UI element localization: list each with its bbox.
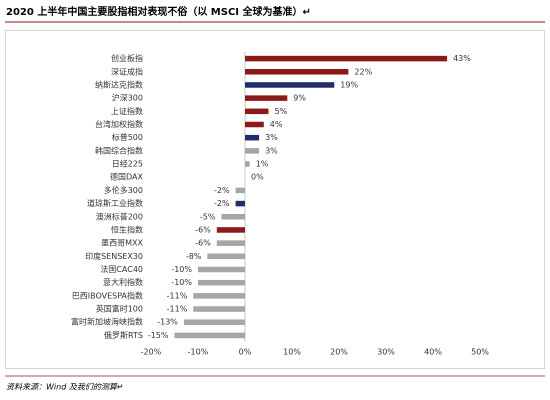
y-tick-label: 沪深300 (112, 93, 143, 103)
bar (235, 187, 245, 194)
bar (245, 55, 448, 62)
x-tick-label: 20% (330, 348, 348, 357)
value-label: 19% (340, 80, 358, 89)
value-label: -10% (171, 265, 192, 274)
bar (245, 82, 335, 88)
bar (245, 108, 269, 115)
bar (245, 95, 288, 101)
value-label: -8% (186, 252, 202, 261)
x-tick-label: 50% (471, 348, 489, 357)
y-tick-label: 墨西哥MXX (101, 239, 143, 248)
value-label: -13% (157, 318, 178, 327)
y-tick-label: 法国CAC40 (100, 264, 143, 274)
y-tick-label: 英国富时100 (96, 304, 143, 314)
y-tick-label: 深证成指 (111, 66, 143, 76)
value-label: -2% (214, 186, 230, 195)
y-tick-label: 意大利指数 (103, 277, 143, 287)
y-tick-label: 日经225 (112, 159, 143, 169)
value-label: 4% (270, 120, 283, 129)
y-tick-label: 创业板指 (111, 53, 143, 63)
bar (198, 266, 245, 273)
value-label: -11% (167, 305, 188, 314)
y-tick-label: 印度SENSEX30 (85, 251, 143, 261)
bar (193, 306, 245, 312)
bar (183, 319, 245, 325)
value-label: -11% (167, 291, 188, 300)
value-label: 22% (354, 67, 372, 76)
y-tick-label: 道琼斯工业指数 (87, 198, 143, 208)
y-tick-label: 台湾加权指数 (95, 119, 143, 129)
bar (207, 253, 245, 260)
y-tick-label: 纳斯达克指数 (95, 79, 143, 89)
value-label: -5% (200, 212, 216, 221)
bar (221, 214, 245, 220)
value-label: -6% (195, 225, 211, 234)
source-note: 资料来源：Wind 及我们的测算↵ (6, 383, 124, 392)
y-tick-label: 标普500 (112, 132, 143, 142)
bar (193, 293, 245, 299)
value-label: 3% (265, 146, 278, 155)
x-tick-label: 0% (239, 348, 252, 357)
value-label: 43% (453, 54, 471, 63)
value-label: -15% (148, 331, 169, 340)
bar (174, 332, 245, 339)
bar (216, 227, 245, 233)
value-label: 1% (256, 160, 269, 169)
x-tick-label: -10% (188, 348, 209, 357)
y-tick-label: 德国DAX (110, 172, 143, 182)
x-tick-label: 30% (377, 348, 395, 357)
y-tick-label: 俄罗斯RTS (104, 330, 143, 340)
bar (245, 69, 349, 75)
value-label: -6% (195, 239, 211, 248)
bar (216, 240, 245, 246)
y-tick-label: 恒生指数 (111, 224, 143, 234)
value-label: 0% (251, 173, 264, 182)
bar (245, 161, 250, 167)
x-tick-label: 10% (283, 348, 301, 357)
y-tick-label: 富时新加坡海峡指数 (71, 317, 143, 327)
bar (245, 121, 264, 128)
value-label: -2% (214, 199, 230, 208)
chart-frame (5, 30, 545, 369)
x-tick-label: 40% (424, 348, 442, 357)
bar (235, 200, 245, 207)
chart-title: 2020 上半年中国主要股指相对表现不俗（以 MSCI 全球为基准）↵ (6, 5, 311, 18)
value-label: 3% (265, 133, 278, 142)
y-tick-label: 上证指数 (111, 106, 143, 116)
value-label: -10% (171, 278, 192, 287)
bar (245, 134, 260, 141)
y-tick-label: 澳洲标普200 (96, 211, 143, 221)
y-tick-label: 巴西IBOVESPA指数 (72, 290, 143, 300)
y-tick-label: 多伦多300 (104, 185, 143, 195)
bar (198, 279, 245, 286)
y-tick-label: 韩国综合指数 (95, 145, 143, 155)
x-tick-label: -20% (141, 348, 162, 357)
bar (245, 148, 260, 154)
value-label: 9% (293, 94, 306, 103)
value-label: 5% (275, 107, 288, 116)
